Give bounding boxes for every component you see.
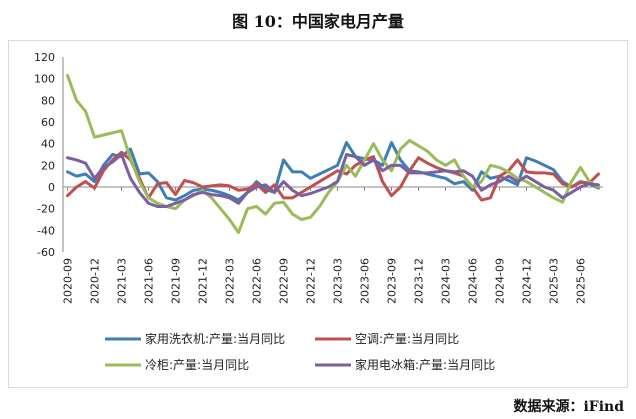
- series-line-4: [66, 153, 600, 208]
- chart-frame: -60 -40 -20 0 20 40 60 80 100 120 2020-09 2020-12 20…: [8, 40, 628, 388]
- y-tick-label: 0: [48, 181, 55, 194]
- y-tick-label: -20: [37, 203, 55, 216]
- chart-axes: -60 -40 -20 0 20 40 60 80 100 120 2020-09 2020-12 20…: [34, 51, 603, 304]
- x-tick-label: 2024-09: [494, 258, 507, 304]
- legend-label-4: 家用电冰箱:产量:当月同比: [355, 357, 495, 372]
- legend-label-1: 家用洗衣机:产量:当月同比: [145, 331, 285, 346]
- y-tick-label: 60: [41, 116, 55, 129]
- x-tick-label: 2020-12: [89, 258, 102, 304]
- x-tick-label: 2022-03: [224, 258, 237, 304]
- x-tick-label: 2020-09: [62, 258, 75, 304]
- x-tick-label: 2024-03: [440, 258, 453, 304]
- line-chart: -60 -40 -20 0 20 40 60 80 100 120 2020-09 2020-12 20…: [34, 51, 603, 372]
- x-tick-label: 2021-03: [116, 258, 129, 304]
- x-tick-label: 2022-09: [278, 258, 291, 304]
- x-tick-label: 2022-12: [305, 258, 318, 304]
- source-note: 数据来源：iFind: [513, 399, 624, 415]
- x-tick-label: 2023-06: [359, 258, 372, 304]
- y-tick-label: 20: [41, 159, 55, 172]
- series-line-3: [66, 73, 600, 234]
- x-tick-label: 2023-09: [386, 258, 399, 304]
- series-line-2: [66, 150, 600, 202]
- legend-label-2: 空调:产量:当月同比: [355, 332, 459, 346]
- x-tick-label: 2021-12: [197, 258, 210, 304]
- x-tick-label: 2025-06: [575, 258, 588, 304]
- x-tick-label: 2021-06: [143, 258, 156, 304]
- y-tick-label: 120: [34, 51, 55, 64]
- x-tick-label: 2024-06: [467, 258, 480, 304]
- x-tick-label: 2022-06: [251, 258, 264, 304]
- y-tick-label: -60: [37, 246, 55, 259]
- x-tick-label: 2023-12: [413, 258, 426, 304]
- x-tick-label: 2024-12: [521, 258, 534, 304]
- y-tick-label: 40: [41, 138, 55, 151]
- chart-title: 图 10：中国家电月产量: [232, 12, 404, 31]
- x-tick-label: 2025-03: [548, 258, 561, 304]
- chart-series: [66, 73, 600, 234]
- x-tick-label: 2021-09: [170, 258, 183, 304]
- y-tick-label: 80: [41, 94, 55, 107]
- y-tick-label: -40: [37, 224, 55, 237]
- x-tick-label: 2023-03: [332, 258, 345, 304]
- series-line-1: [66, 141, 600, 202]
- legend-label-3: 冷柜:产量:当月同比: [145, 358, 249, 372]
- y-tick-label: 100: [34, 73, 55, 86]
